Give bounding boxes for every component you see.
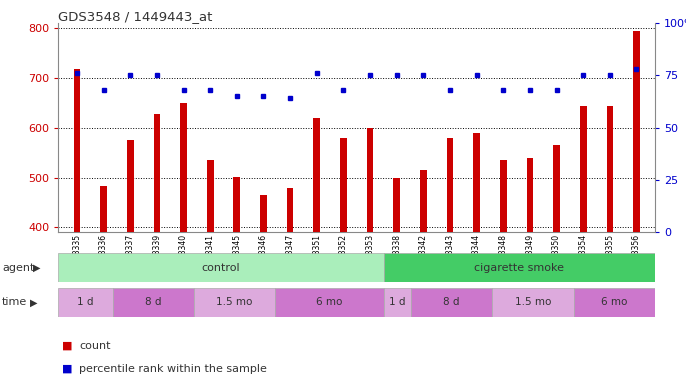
Text: agent: agent [2,263,34,273]
Bar [73,69,80,232]
Text: ■: ■ [62,364,72,374]
Text: count: count [79,341,110,351]
Bar [233,177,240,232]
Bar [527,157,533,232]
Bar [411,288,493,317]
Text: percentile rank within the sample: percentile rank within the sample [79,364,267,374]
Bar [500,160,506,232]
Text: cigarette smoke: cigarette smoke [475,263,565,273]
Text: ▶: ▶ [33,263,40,273]
Text: time: time [2,297,27,308]
Bar [260,195,267,232]
Bar [113,288,194,317]
Bar [287,189,294,232]
Bar [606,106,613,232]
Bar [314,118,320,232]
Text: ▶: ▶ [29,297,37,308]
Bar [340,137,346,232]
Text: GDS3548 / 1449443_at: GDS3548 / 1449443_at [58,10,213,23]
Text: 8 d: 8 d [145,297,161,308]
Bar [58,253,384,282]
Bar [384,288,411,317]
Bar [573,288,655,317]
Bar [207,160,213,232]
Bar [100,187,107,232]
Bar [553,145,560,232]
Bar [58,288,113,317]
Bar [473,132,480,232]
Text: control: control [202,263,240,273]
Bar [393,177,400,232]
Bar [633,30,640,232]
Text: 6 mo: 6 mo [316,297,343,308]
Bar [180,103,187,232]
Text: 1 d: 1 d [78,297,94,308]
Bar [493,288,573,317]
Text: 1.5 mo: 1.5 mo [217,297,253,308]
Bar [580,106,587,232]
Bar [367,127,373,232]
Bar [127,140,134,232]
Text: ■: ■ [62,341,72,351]
Text: 1 d: 1 d [389,297,405,308]
Bar [420,170,427,232]
Text: 6 mo: 6 mo [601,297,628,308]
Text: 1.5 mo: 1.5 mo [515,297,552,308]
Text: 8 d: 8 d [443,297,460,308]
Bar [384,253,655,282]
Bar [194,288,275,317]
Bar [154,114,161,232]
Bar [275,288,384,317]
Bar [447,137,453,232]
